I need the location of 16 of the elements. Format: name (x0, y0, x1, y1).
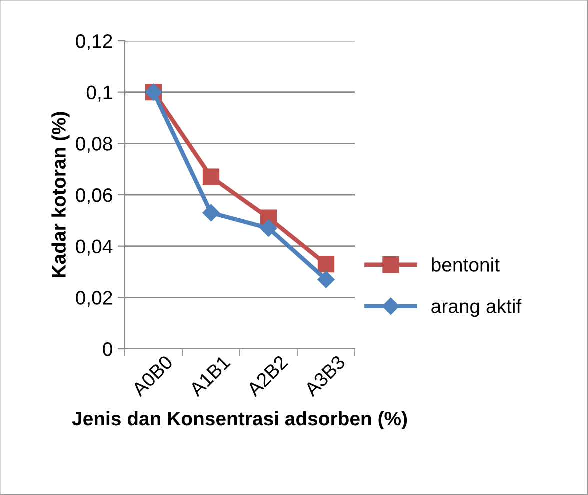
point (202, 168, 220, 186)
y-tick-label: 0,08 (76, 137, 112, 154)
legend-label: arang aktif (432, 299, 522, 318)
x-axis-title: Jenis dan Konsentrasi adsorben (%) (72, 411, 408, 430)
point (202, 204, 220, 222)
point (260, 220, 278, 237)
y-axis-title: Kadar kotoran (%) (52, 112, 70, 278)
y-tick-label: 0,02 (76, 291, 112, 308)
y-tick-label: 0,04 (76, 240, 113, 256)
y-tick-label: 0,12 (76, 34, 112, 51)
y-tick-label: 0,1 (86, 86, 112, 102)
y-tick-label: 0,06 (76, 188, 112, 205)
point (318, 271, 335, 288)
legend-label: bentonit (432, 258, 500, 272)
point (318, 256, 335, 273)
y-tick-label: 0 (103, 342, 112, 356)
